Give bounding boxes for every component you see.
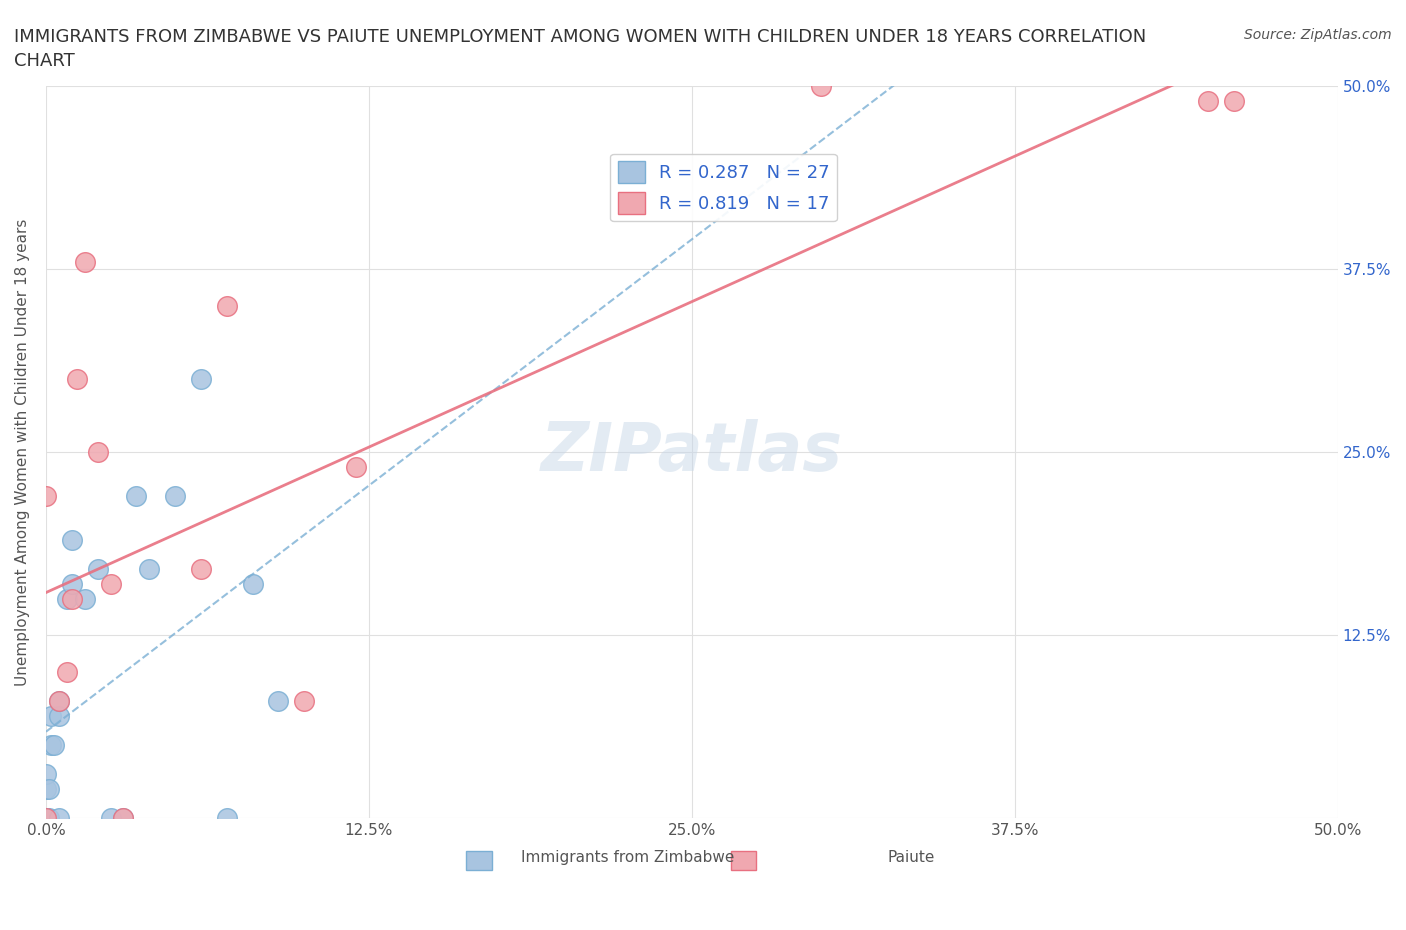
Text: IMMIGRANTS FROM ZIMBABWE VS PAIUTE UNEMPLOYMENT AMONG WOMEN WITH CHILDREN UNDER : IMMIGRANTS FROM ZIMBABWE VS PAIUTE UNEMP… [14,28,1146,70]
Point [86,445,108,459]
Text: Source: ZipAtlas.com: Source: ZipAtlas.com [1244,28,1392,42]
Point [35,489,58,504]
Text: Immigrants from Zimbabwe: Immigrants from Zimbabwe [520,850,734,865]
Point [810,79,832,94]
Point [38,781,60,796]
Point [73,255,96,270]
Text: ZIPatlas: ZIPatlas [541,419,842,485]
Point [100,577,122,591]
Point [48,694,70,709]
Point [66,372,89,387]
FancyBboxPatch shape [731,851,756,870]
Point [112,811,135,826]
Point [100,811,122,826]
Point [242,577,264,591]
Point [38,811,60,826]
Point [60,533,83,548]
Point [55,591,77,606]
Point [267,694,290,709]
FancyBboxPatch shape [465,851,492,870]
Point [215,811,238,826]
Point [73,591,96,606]
Point [60,577,83,591]
Point [39,737,62,752]
Y-axis label: Unemployment Among Women with Children Under 18 years: Unemployment Among Women with Children U… [15,219,30,686]
Point [344,459,367,474]
Point [35,811,58,826]
Point [35,781,58,796]
Point [60,591,83,606]
Point [42,737,65,752]
Point [55,664,77,679]
Point [48,709,70,724]
Point [1223,93,1246,108]
Point [190,562,212,577]
Point [165,489,187,504]
Point [125,489,148,504]
Point [86,562,108,577]
Point [35,811,58,826]
Point [48,811,70,826]
Point [39,709,62,724]
Point [112,811,135,826]
Legend: R = 0.287   N = 27, R = 0.819   N = 17: R = 0.287 N = 27, R = 0.819 N = 17 [610,153,837,221]
Text: Paiute: Paiute [887,850,935,865]
Point [35,767,58,782]
Point [1198,93,1220,108]
Point [292,694,315,709]
Point [35,811,58,826]
Point [138,562,160,577]
Point [48,694,70,709]
Point [190,372,212,387]
Point [215,299,238,313]
Point [35,811,58,826]
